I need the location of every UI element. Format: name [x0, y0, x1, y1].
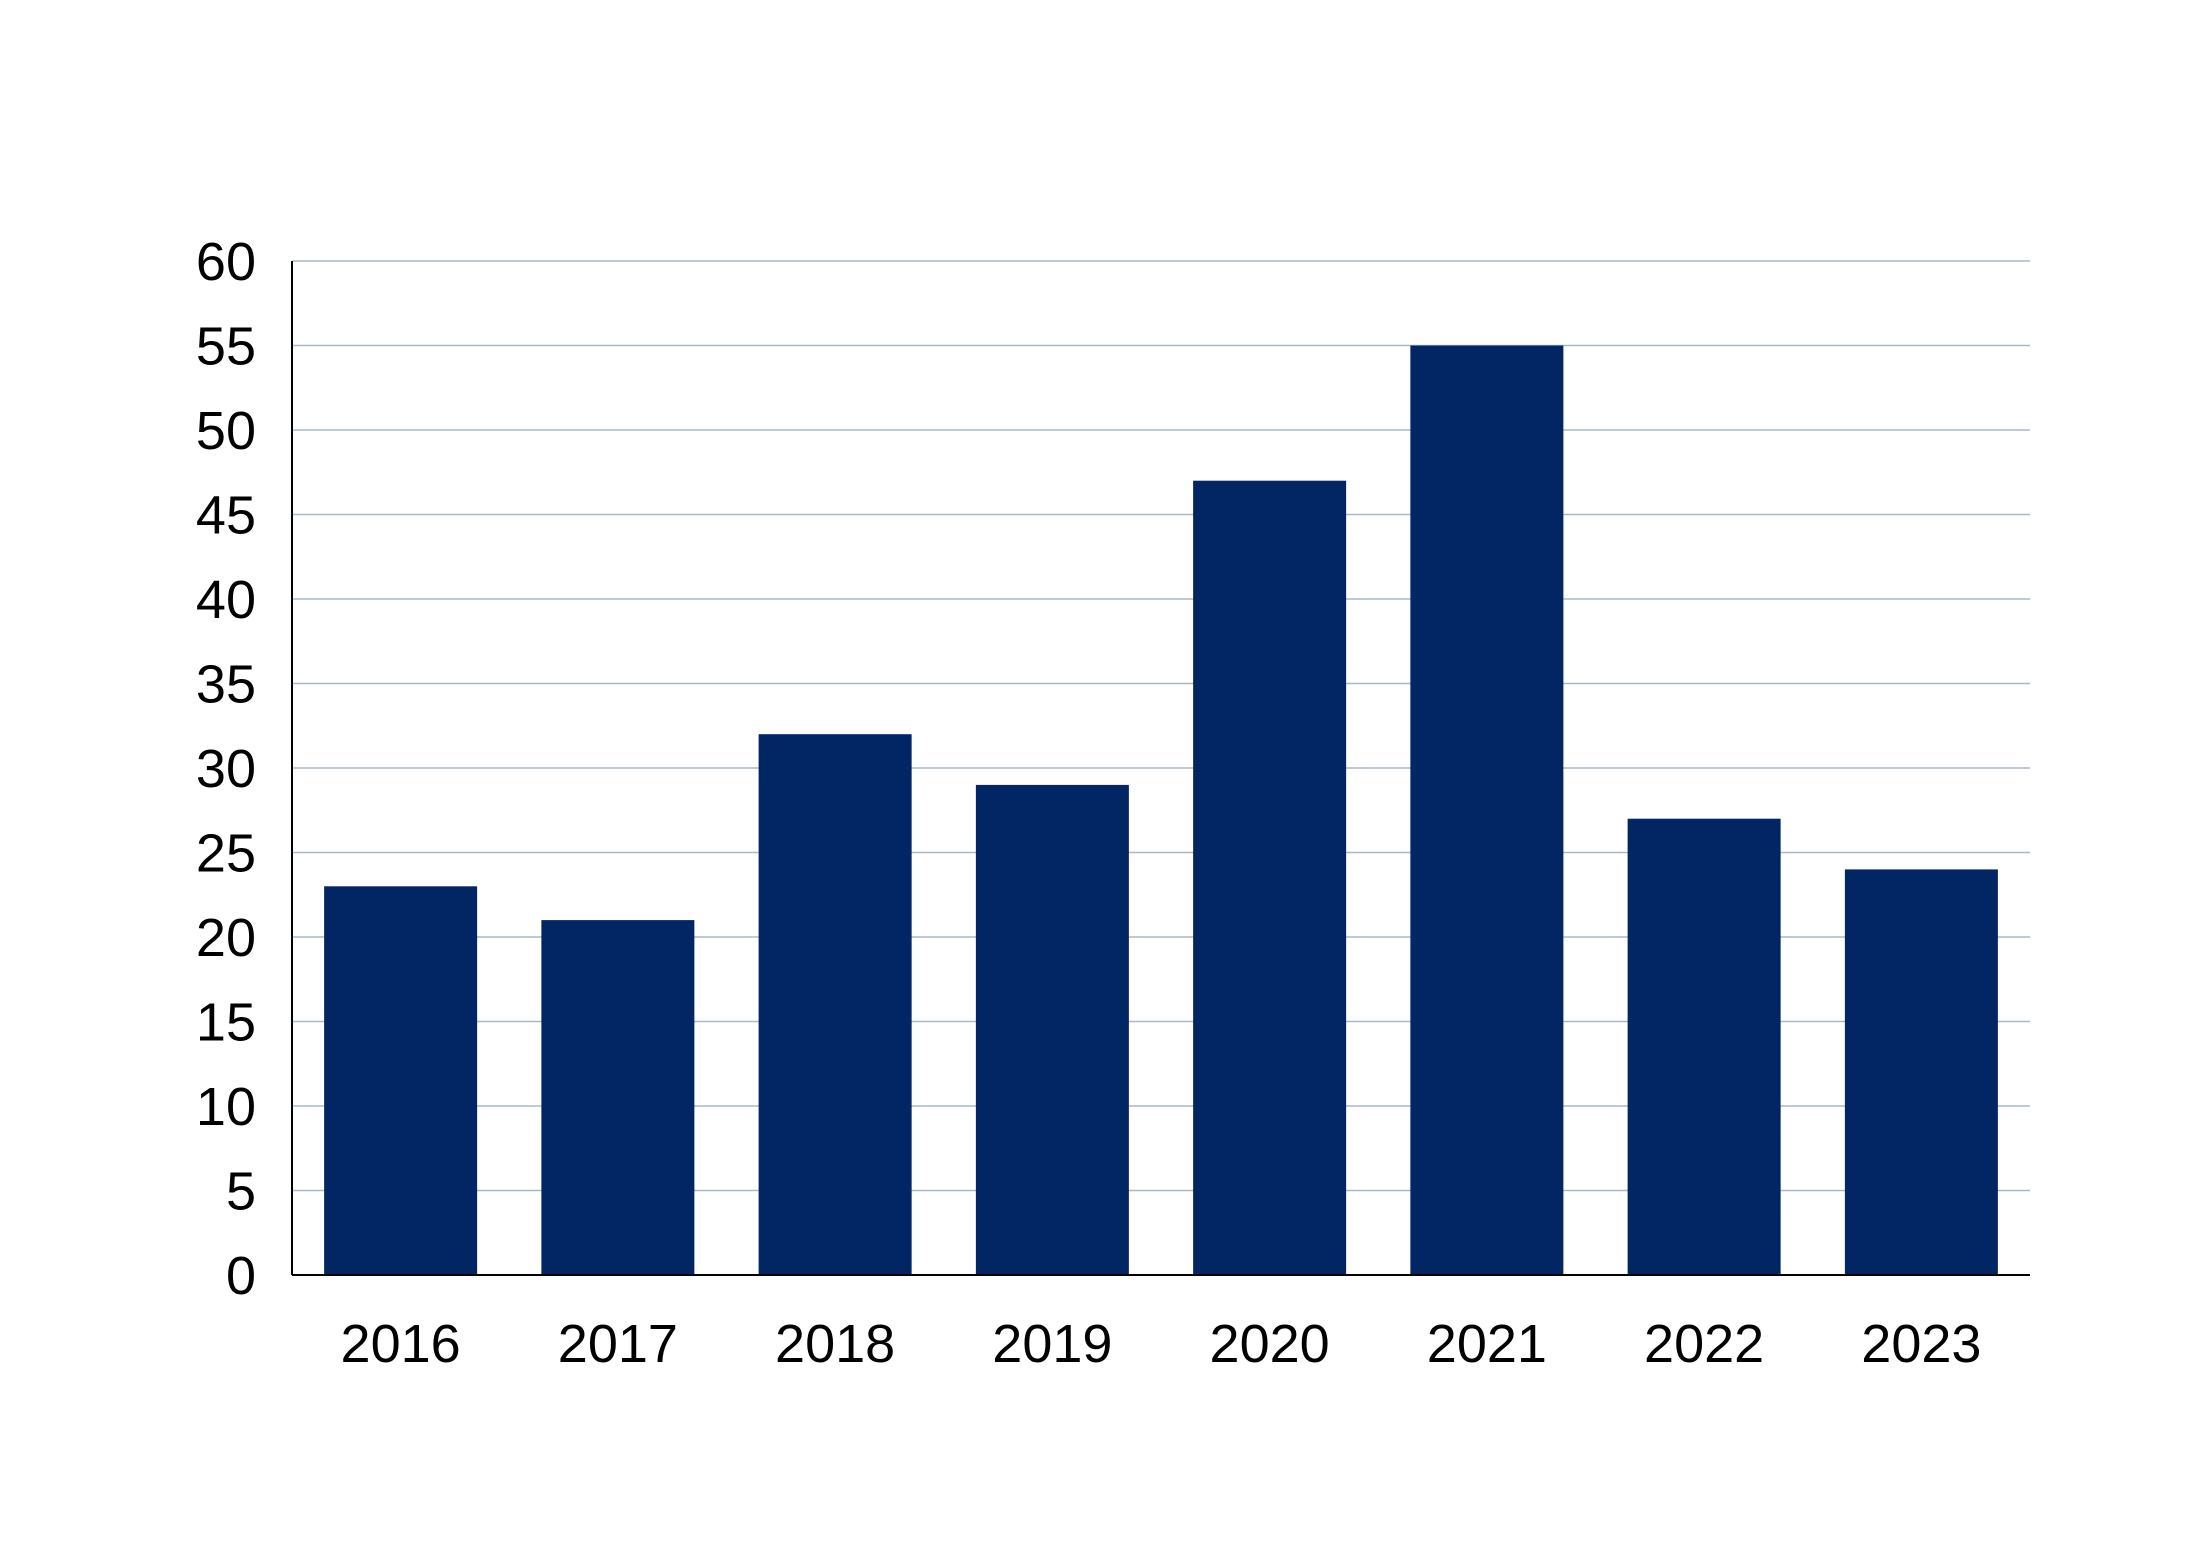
- bar-2021: [1410, 345, 1564, 1275]
- y-tick-label: 35: [196, 655, 256, 715]
- x-tick-label: 2022: [1644, 1314, 1764, 1374]
- y-axis-tick-labels: 0 5 10 15 20 25 30 35 40 45 50 55 60: [196, 232, 256, 1306]
- y-tick-label: 30: [196, 739, 256, 799]
- bar-2022: [1627, 818, 1781, 1275]
- y-tick-label: 15: [196, 993, 256, 1053]
- x-tick-label: 2020: [1210, 1314, 1330, 1374]
- bar-2017: [541, 920, 695, 1275]
- x-tick-label: 2017: [558, 1314, 678, 1374]
- x-tick-label: 2023: [1861, 1314, 1981, 1374]
- y-tick-label: 45: [196, 486, 256, 546]
- bar-2018: [758, 734, 912, 1275]
- bar-2020: [1193, 480, 1347, 1275]
- y-tick-label: 40: [196, 570, 256, 630]
- y-tick-label: 50: [196, 401, 256, 461]
- y-tick-label: 0: [226, 1246, 256, 1306]
- y-tick-label: 10: [196, 1077, 256, 1137]
- bar-2016: [324, 886, 478, 1275]
- x-tick-label: 2021: [1427, 1314, 1547, 1374]
- y-tick-label: 55: [196, 317, 256, 377]
- y-tick-label: 5: [226, 1162, 256, 1222]
- bars: [324, 345, 1998, 1275]
- x-axis-tick-labels: 2016 2017 2018 2019 2020 2021 2022 2023: [341, 1314, 1982, 1374]
- axes: [291, 261, 2030, 1276]
- y-tick-label: 20: [196, 908, 256, 968]
- bar-2019: [975, 784, 1129, 1275]
- x-tick-label: 2018: [775, 1314, 895, 1374]
- x-tick-label: 2019: [992, 1314, 1112, 1374]
- bar-2023: [1844, 869, 1998, 1275]
- y-tick-label: 60: [196, 232, 256, 292]
- x-tick-label: 2016: [341, 1314, 461, 1374]
- y-tick-label: 25: [196, 824, 256, 884]
